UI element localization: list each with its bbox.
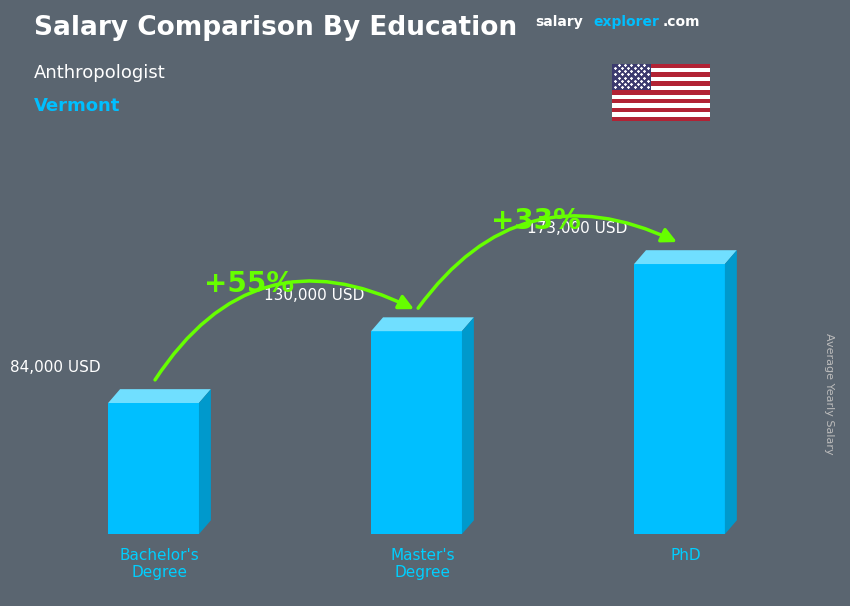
Bar (612, 108, 710, 112)
Polygon shape (634, 250, 737, 264)
Text: 130,000 USD: 130,000 USD (264, 288, 364, 304)
Bar (612, 64, 710, 68)
Bar (612, 68, 710, 73)
Bar (612, 73, 710, 77)
Bar (634, 264, 725, 534)
Bar (612, 77, 710, 81)
Bar (612, 117, 710, 121)
Text: +55%: +55% (204, 270, 294, 298)
Bar (612, 104, 710, 108)
Bar (371, 331, 462, 534)
Text: Vermont: Vermont (34, 97, 121, 115)
Text: Average Yearly Salary: Average Yearly Salary (824, 333, 834, 454)
Text: 173,000 USD: 173,000 USD (526, 221, 627, 236)
Bar (612, 112, 710, 117)
Polygon shape (462, 318, 474, 534)
Bar (108, 403, 199, 534)
Text: Salary Comparison By Education: Salary Comparison By Education (34, 15, 517, 41)
Text: salary: salary (536, 15, 583, 29)
Bar (612, 81, 710, 86)
Polygon shape (199, 389, 211, 534)
Polygon shape (371, 318, 474, 331)
Bar (612, 90, 710, 95)
Text: Master's
Degree: Master's Degree (390, 548, 455, 581)
Polygon shape (108, 389, 211, 403)
Text: .com: .com (663, 15, 700, 29)
Text: +33%: +33% (491, 207, 581, 235)
Bar (612, 86, 710, 90)
Text: 84,000 USD: 84,000 USD (10, 361, 101, 375)
Text: explorer: explorer (593, 15, 659, 29)
Bar (612, 95, 710, 99)
Bar (612, 64, 651, 90)
Text: Bachelor's
Degree: Bachelor's Degree (120, 548, 200, 581)
Bar (612, 99, 710, 104)
Text: Anthropologist: Anthropologist (34, 64, 166, 82)
Text: PhD: PhD (670, 548, 700, 563)
Polygon shape (725, 250, 737, 534)
